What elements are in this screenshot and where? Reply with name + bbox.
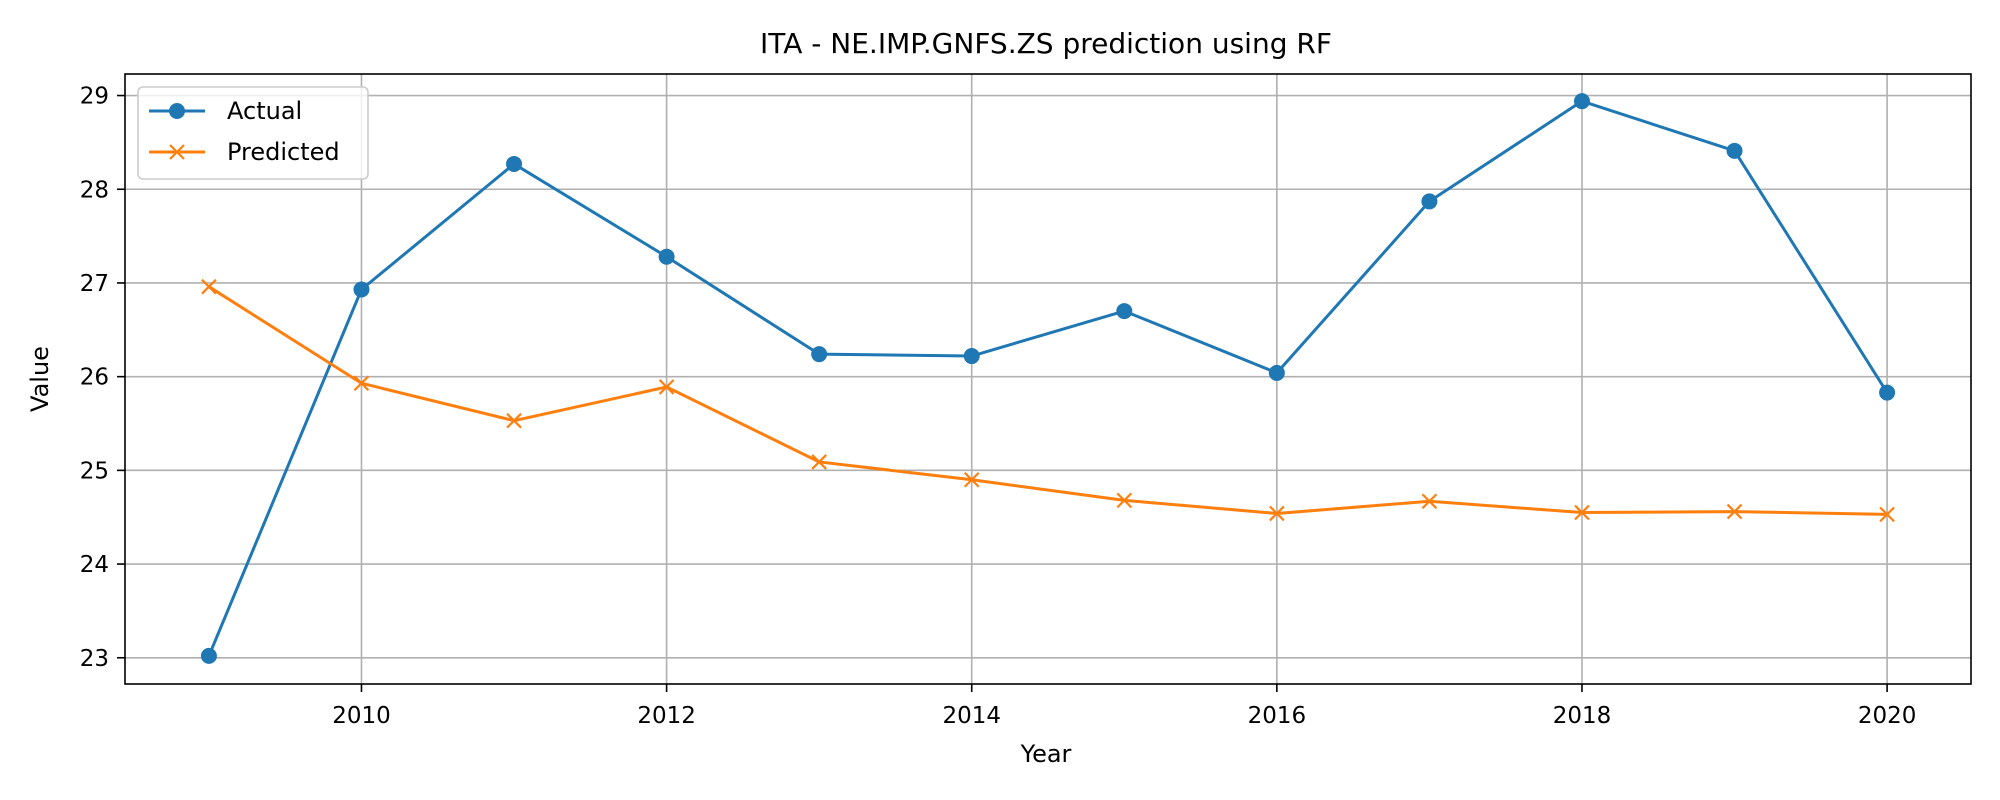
- actual-point: [1268, 364, 1285, 381]
- predicted-point: [201, 278, 217, 295]
- actual-point: [200, 647, 217, 664]
- legend-marker: [169, 103, 185, 119]
- predicted-point: [1116, 492, 1133, 509]
- x-tick-label: 2010: [332, 703, 391, 729]
- x-tick-label: 2012: [637, 703, 696, 729]
- predicted-point: [1269, 505, 1285, 522]
- actual-line: [207, 99, 1889, 657]
- x-tick-label: 2018: [1553, 703, 1612, 729]
- y-tick-label: 28: [80, 177, 109, 203]
- predicted-point: [811, 454, 827, 470]
- axis-ticks: 2010 2012 2014 2016 2018 2020 23 24 25 26 27 28 29: [80, 84, 1917, 729]
- x-axis-label: Year: [1020, 740, 1072, 768]
- actual-point: [963, 348, 980, 365]
- legend-marker: [169, 144, 185, 160]
- predicted-point: [1879, 506, 1895, 523]
- legend-item-predicted: Predicted: [149, 138, 340, 166]
- grid-lines: [125, 74, 1971, 684]
- x-tick-label: 2020: [1858, 703, 1917, 729]
- series-predicted: [201, 278, 1895, 523]
- legend-item-actual: Actual: [149, 97, 302, 125]
- y-axis-label: Value: [26, 346, 54, 412]
- actual-point: [811, 346, 828, 363]
- chart-title: ITA - NE.IMP.GNFS.ZS prediction using RF: [760, 27, 1332, 60]
- legend-label: Actual: [227, 97, 302, 125]
- actual-point: [353, 281, 370, 298]
- series-actual: [200, 93, 1896, 664]
- predicted-point: [1421, 493, 1438, 510]
- x-tick-label: 2016: [1248, 703, 1307, 729]
- predicted-point: [963, 471, 980, 488]
- series-layer: [200, 93, 1896, 664]
- actual-point: [1726, 142, 1743, 159]
- x-tick-label: 2014: [942, 703, 1001, 729]
- legend-label: Predicted: [227, 138, 340, 166]
- y-tick-label: 26: [80, 365, 109, 391]
- predicted-line: [208, 285, 1888, 516]
- actual-point: [1116, 303, 1133, 320]
- actual-point: [506, 155, 523, 172]
- predicted-point: [1726, 503, 1743, 520]
- y-tick-label: 24: [80, 552, 109, 578]
- legend: Actual Predicted: [137, 86, 369, 180]
- y-tick-label: 25: [80, 458, 109, 484]
- actual-point: [1421, 193, 1438, 210]
- y-tick-label: 23: [80, 646, 109, 672]
- actual-point: [658, 248, 675, 265]
- actual-point: [1879, 384, 1896, 401]
- predicted-point: [1574, 504, 1590, 521]
- predicted-point: [506, 412, 522, 429]
- plot-frame: [124, 73, 1972, 685]
- predicted-point: [353, 375, 370, 391]
- y-tick-label: 29: [80, 84, 109, 110]
- y-tick-label: 27: [80, 271, 109, 297]
- actual-point: [1573, 93, 1590, 110]
- predicted-point: [658, 379, 675, 395]
